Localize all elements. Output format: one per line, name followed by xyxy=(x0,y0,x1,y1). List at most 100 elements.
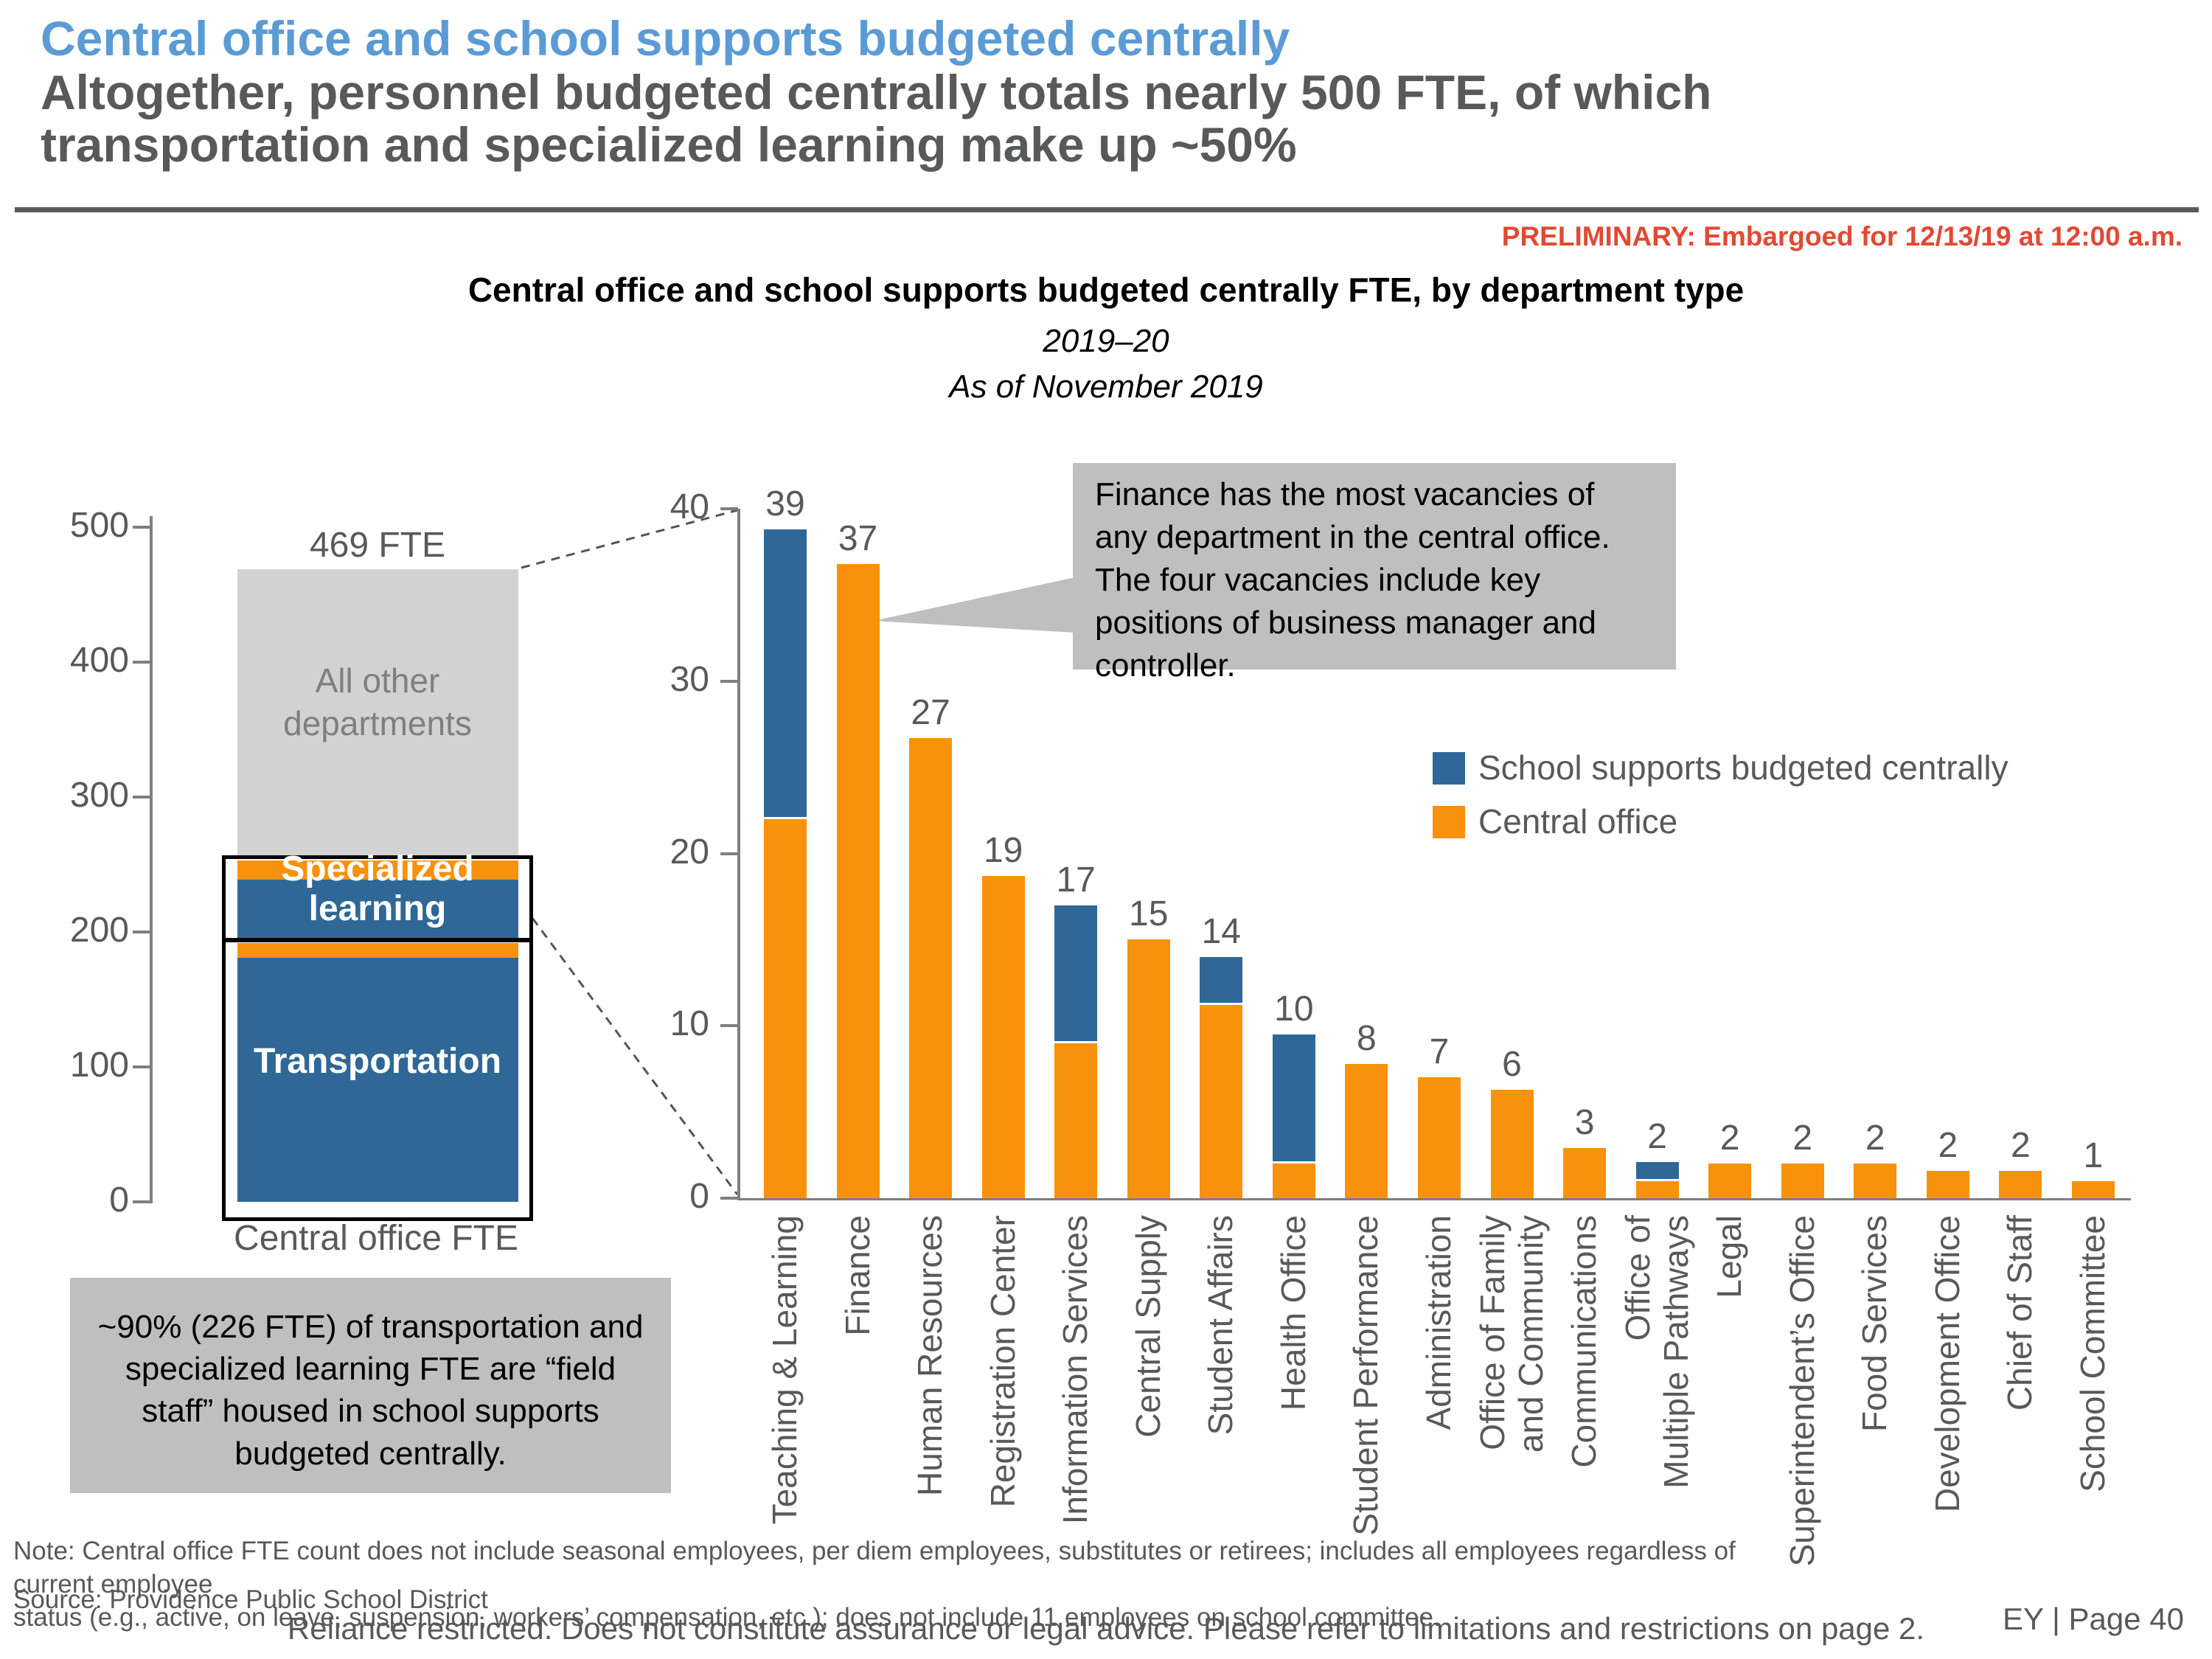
bar-school-supports xyxy=(1635,1161,1679,1179)
footnote-line2: status (e.g., active, on leave, suspensi… xyxy=(13,1602,1441,1632)
specialized-learning-box xyxy=(222,855,533,942)
legend-label-school-supports: School supports budgeted centrally xyxy=(1478,748,2008,787)
bar-value-label: 39 xyxy=(765,484,805,524)
chart-subtitle-year: 2019–20 xyxy=(1043,323,1169,359)
summary-segment-transportation-school-supports xyxy=(237,957,518,1202)
dept-y-tick-label: 30 xyxy=(669,659,709,699)
bar-value-label: 19 xyxy=(983,830,1023,870)
summary-y-tick-label: 100 xyxy=(69,1046,129,1085)
dept-x-label: Superintendent’s Office xyxy=(1782,1215,1821,1567)
bar-central-office xyxy=(909,737,953,1198)
summary-segment-all-other-departments xyxy=(237,568,518,858)
bar-value-label: 15 xyxy=(1129,894,1169,934)
bar-value-label: 2 xyxy=(1865,1119,1885,1158)
bar-value-label: 27 xyxy=(911,692,950,732)
slide-subtitle-line1: Altogether, personnel budgeted centrally… xyxy=(41,65,1712,119)
dashed-connector-bottom xyxy=(531,917,739,1195)
bar-central-office xyxy=(1272,1164,1315,1198)
bar-central-office xyxy=(1200,1005,1243,1198)
bar-school-supports xyxy=(1054,905,1098,1041)
bar-value-label: 14 xyxy=(1201,911,1241,951)
bar-value-label: 2 xyxy=(1792,1119,1813,1158)
slide-subtitle: Altogether, personnel budgeted centrally… xyxy=(41,66,1711,172)
summary-segment-transportation-central-office xyxy=(237,942,518,958)
bar-value-label: 1 xyxy=(2083,1135,2104,1175)
summary-segment-specialized-school-supports xyxy=(237,879,518,940)
bar-central-office xyxy=(1781,1164,1824,1198)
dept-y-tick xyxy=(720,507,738,510)
header-divider xyxy=(15,207,2199,212)
bar-school-supports xyxy=(764,529,807,817)
bar-value-label: 2 xyxy=(2010,1125,2031,1165)
bar-value-label: 17 xyxy=(1056,860,1096,900)
summary-axis-label: Central office FTE xyxy=(234,1219,518,1258)
bar-central-office xyxy=(1635,1180,1679,1198)
slide-subtitle-line2: transportation and specialized learning … xyxy=(41,117,1297,173)
dept-x-label: Development Office xyxy=(1927,1215,1966,1513)
bar-central-office xyxy=(1127,939,1170,1198)
bar-value-label: 3 xyxy=(1574,1103,1595,1143)
bar-central-office xyxy=(1490,1089,1534,1198)
bar-value-label: 2 xyxy=(1938,1125,1958,1165)
summary-y-axis xyxy=(150,516,153,1203)
bar-central-office xyxy=(1563,1148,1607,1198)
bar-central-office xyxy=(836,563,880,1198)
bar-central-office xyxy=(1854,1164,1897,1198)
bar-school-supports xyxy=(1272,1034,1315,1162)
dept-x-label: Chief of Staff xyxy=(2000,1215,2039,1411)
dept-y-tick xyxy=(720,852,738,855)
dept-x-axis xyxy=(737,1198,2131,1200)
summary-y-tick-label: 300 xyxy=(69,776,129,815)
bar-central-office xyxy=(1345,1063,1388,1198)
summary-y-tick xyxy=(133,661,150,664)
finance-callout-text: Finance has the most vacancies of any de… xyxy=(1095,476,1610,684)
dept-y-tick-label: 20 xyxy=(669,832,709,872)
bar-central-office xyxy=(981,875,1025,1198)
bar-value-label: 8 xyxy=(1357,1018,1377,1058)
summary-y-tick xyxy=(133,931,150,933)
total-fte-label: 469 FTE xyxy=(309,526,446,565)
dept-y-tick-label: 0 xyxy=(689,1177,709,1216)
slide-title: Central office and school supports budge… xyxy=(41,11,1290,66)
chart-title: Central office and school supports budge… xyxy=(467,271,1745,309)
footnote-line1: Note: Central office FTE count does not … xyxy=(13,1537,1736,1599)
dept-y-tick-label: 10 xyxy=(669,1004,709,1044)
summary-y-tick-label: 200 xyxy=(69,911,129,950)
summary-y-tick xyxy=(133,526,150,529)
specialized-learning-label: Specialized learning xyxy=(281,849,474,928)
bar-value-label: 6 xyxy=(1502,1044,1522,1084)
bar-central-office xyxy=(764,818,807,1198)
bar-central-office xyxy=(2071,1180,2115,1198)
legend-swatch-central-office xyxy=(1433,806,1465,838)
bar-central-office xyxy=(1054,1043,1098,1198)
bar-school-supports xyxy=(1200,956,1243,1004)
callout-pointer xyxy=(874,577,1075,633)
dept-y-tick xyxy=(720,1197,738,1200)
bar-value-label: 2 xyxy=(1647,1116,1667,1156)
field-staff-note-box: ~90% (226 FTE) of transportation and spe… xyxy=(70,1278,671,1493)
summary-y-tick-label: 500 xyxy=(69,506,129,545)
summary-y-tick xyxy=(133,1065,150,1068)
bar-value-label: 7 xyxy=(1429,1032,1450,1072)
footnote: Note: Central office FTE count does not … xyxy=(13,1535,1746,1634)
page-number: EY | Page 40 xyxy=(2003,1601,2184,1636)
dept-y-tick xyxy=(720,1024,738,1028)
dept-x-label: School Committee xyxy=(2073,1215,2112,1492)
bar-value-label: 10 xyxy=(1274,989,1314,1029)
summary-y-tick xyxy=(133,796,150,799)
field-staff-note-text: ~90% (226 FTE) of transportation and spe… xyxy=(97,1309,644,1472)
chart-subtitle-asof: As of November 2019 xyxy=(949,369,1263,405)
bar-value-label: 37 xyxy=(838,518,878,558)
bar-central-office xyxy=(1999,1170,2042,1198)
legend-swatch-school-supports xyxy=(1433,752,1465,785)
dept-y-tick-label: 40 xyxy=(669,487,709,526)
bar-central-office xyxy=(1708,1164,1752,1198)
reliance-note: Reliance restricted. Does not constitute… xyxy=(287,1611,1925,1646)
bar-central-office xyxy=(1926,1170,1969,1198)
finance-callout: Finance has the most vacancies of any de… xyxy=(1073,463,1676,684)
dept-x-label: Food Services xyxy=(1855,1215,1894,1433)
source-note: Source: Providence Public School Distric… xyxy=(13,1585,488,1614)
legend-label-central-office: Central office xyxy=(1478,802,1678,841)
bar-central-office xyxy=(1417,1077,1461,1198)
